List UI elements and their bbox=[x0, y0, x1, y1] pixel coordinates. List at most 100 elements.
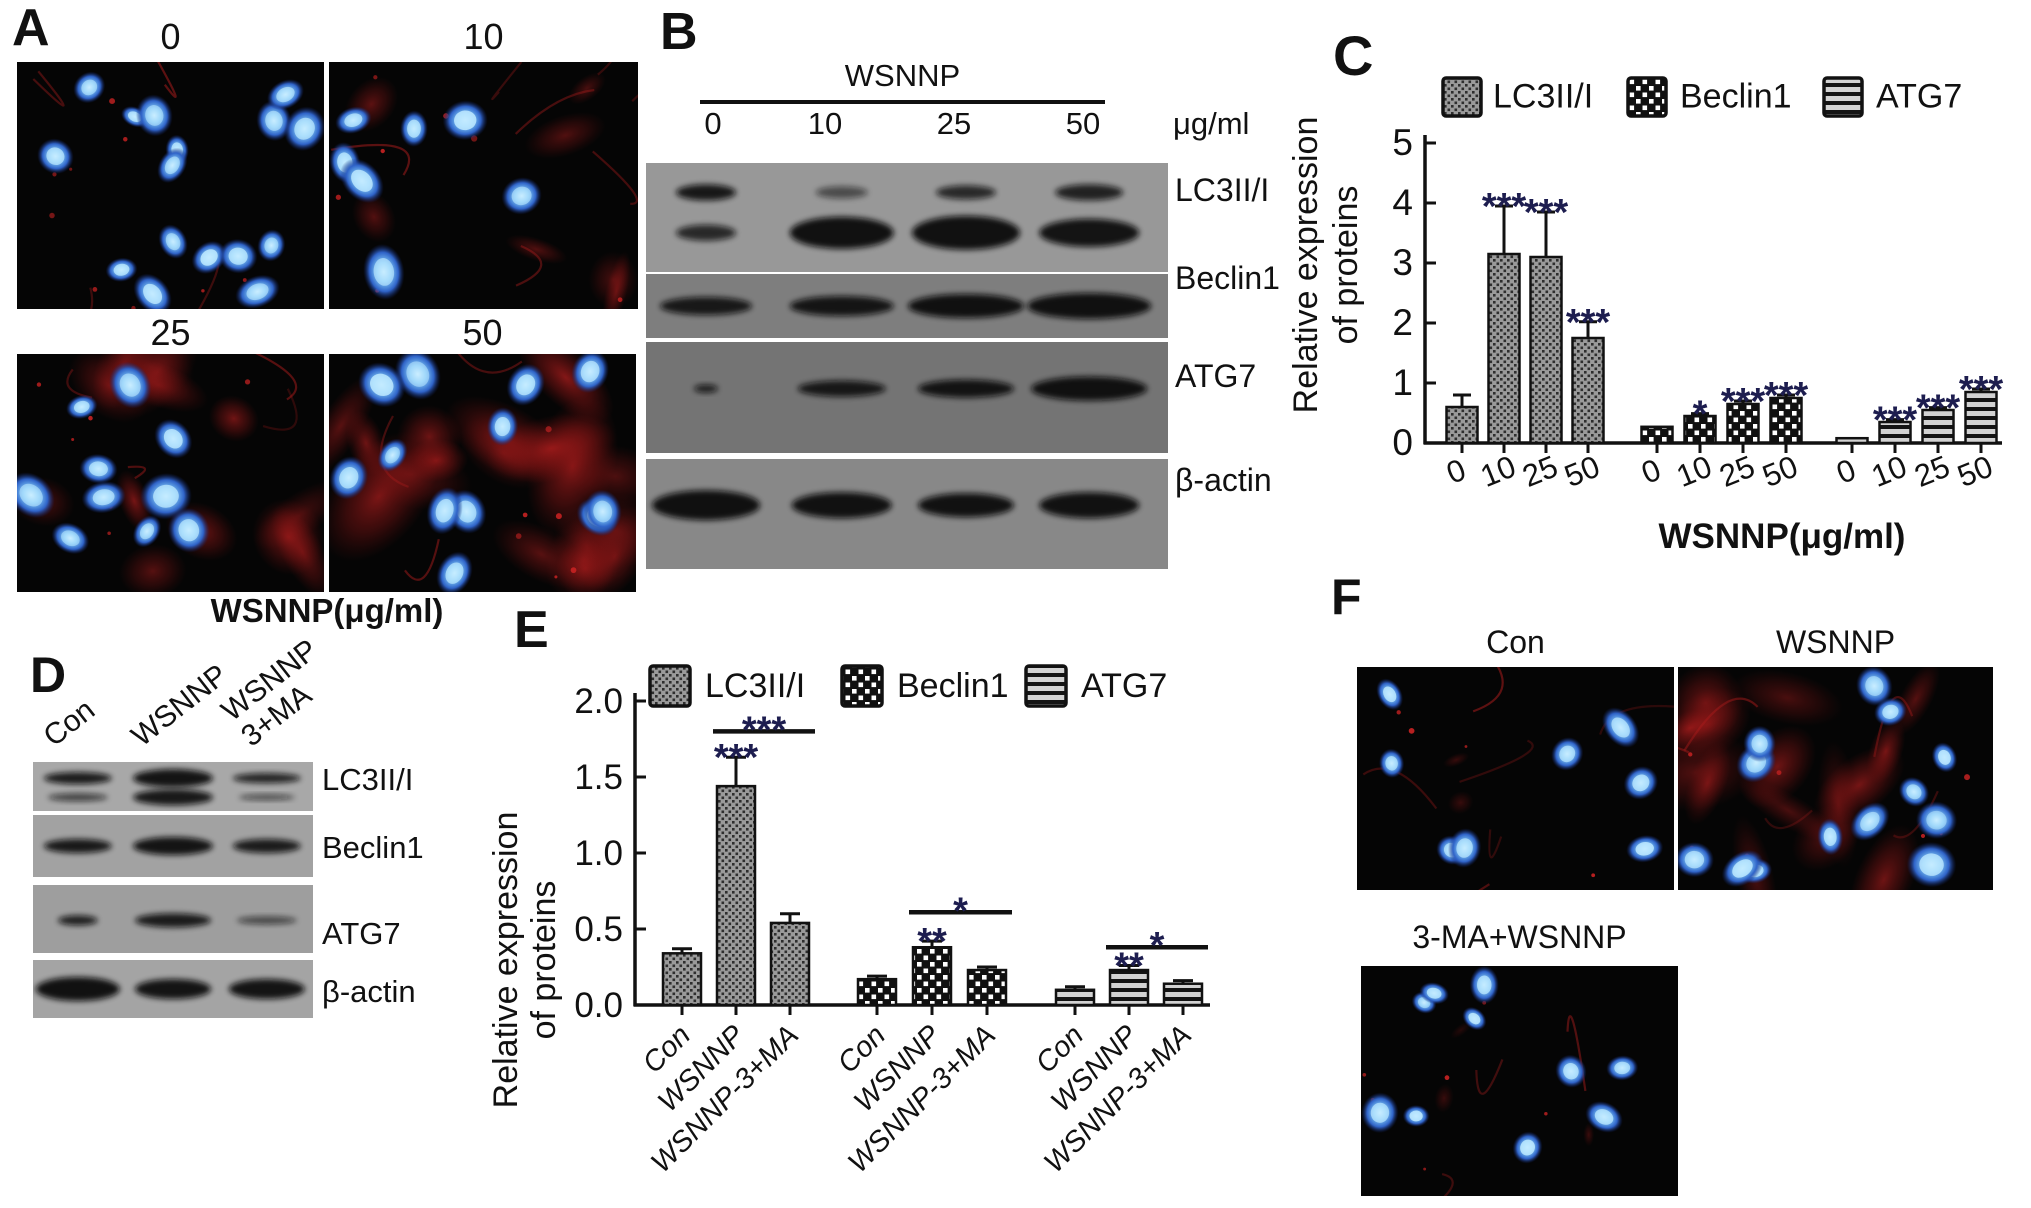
nucleus bbox=[1626, 835, 1664, 863]
fluorescence-image-0 bbox=[17, 62, 324, 309]
fluorescence-image-f-con bbox=[1357, 667, 1674, 890]
nucleus bbox=[167, 507, 210, 553]
blot-band bbox=[236, 916, 297, 925]
blot-band bbox=[789, 216, 894, 249]
panel-d-protein-label-actin: β-actin bbox=[322, 974, 416, 1009]
blot-band bbox=[47, 793, 108, 802]
nucleus bbox=[1915, 801, 1958, 840]
comparison-stars: * bbox=[1150, 925, 1165, 967]
blot-band bbox=[133, 789, 213, 806]
panel-b-protein-label-lc3: LC3II/I bbox=[1175, 172, 1270, 208]
panel-d-protein-label-beclin: Beclin1 bbox=[322, 830, 424, 865]
bar-Beclin1-0 bbox=[1640, 425, 1674, 445]
nucleus bbox=[426, 486, 463, 535]
panel-a-column-label-10: 10 bbox=[463, 16, 504, 57]
blot-band bbox=[57, 915, 98, 926]
y-tick-label: 1 bbox=[1392, 362, 1413, 403]
red-speck bbox=[1544, 1112, 1548, 1116]
red-stain bbox=[208, 395, 259, 442]
nucleus bbox=[157, 147, 188, 184]
comparison-stars: * bbox=[953, 890, 968, 932]
nucleus bbox=[1402, 1105, 1430, 1127]
panel-b-lane-label-25: 25 bbox=[936, 106, 972, 141]
y-tick-label: 3 bbox=[1392, 242, 1413, 283]
significance-stars: *** bbox=[1721, 381, 1766, 423]
bar-Beclin1-25 bbox=[1726, 402, 1760, 445]
red-stain bbox=[116, 470, 153, 532]
panel-a-letter: A bbox=[12, 0, 50, 57]
y-tick-label: 0.5 bbox=[574, 910, 623, 949]
significance-stars: *** bbox=[1959, 369, 2004, 411]
nucleus bbox=[358, 362, 406, 408]
comparison-stars: *** bbox=[742, 709, 787, 751]
red-speck bbox=[554, 575, 558, 579]
blot-band bbox=[135, 913, 211, 928]
red-filament bbox=[127, 465, 146, 480]
red-speck bbox=[88, 415, 93, 421]
nucleus bbox=[1462, 1006, 1487, 1031]
y-tick-label: 1.0 bbox=[574, 834, 623, 873]
blot-band bbox=[1031, 376, 1148, 401]
x-tick-label: 25 bbox=[1518, 449, 1563, 494]
red-speck bbox=[617, 297, 623, 303]
red-filament bbox=[1475, 1059, 1504, 1095]
nucleus bbox=[1817, 818, 1844, 856]
red-speck bbox=[244, 379, 251, 385]
red-speck bbox=[36, 382, 42, 387]
nucleus bbox=[81, 481, 126, 514]
x-tick-label: 0 bbox=[1637, 452, 1666, 491]
bar-ATG7-WSNNP-3+MA bbox=[1162, 982, 1204, 1007]
bar-chart-e: LC3II/I Beclin1 ATG7 0.0 0.5 1.0 1.5 2.0 Relativ… bbox=[487, 664, 1210, 1179]
nucleus bbox=[1898, 776, 1930, 807]
nucleus bbox=[79, 453, 118, 484]
red-speck bbox=[570, 567, 577, 574]
legend-swatch-ATG7 bbox=[1024, 664, 1068, 708]
red-speck bbox=[69, 167, 73, 171]
blot-strip-lc3 bbox=[646, 163, 1168, 272]
nucleus bbox=[51, 522, 90, 555]
red-stain bbox=[1434, 1083, 1454, 1113]
panel-b-lane-label-0: 0 bbox=[704, 106, 722, 141]
significance-stars: *** bbox=[1916, 388, 1961, 430]
red-filament bbox=[1488, 829, 1503, 859]
y-tick-label: 5 bbox=[1392, 122, 1413, 163]
red-stain bbox=[517, 354, 614, 424]
bar-ATG7-0 bbox=[1835, 436, 1869, 445]
x-tick-label: 10 bbox=[1672, 449, 1717, 494]
x-tick-label: 10 bbox=[1867, 449, 1912, 494]
blot-band bbox=[43, 772, 112, 785]
red-filament bbox=[491, 62, 523, 101]
bar-Beclin1-10 bbox=[1683, 414, 1717, 445]
blot-strip-d-beclin bbox=[33, 815, 313, 877]
nucleus bbox=[506, 363, 545, 406]
red-filament bbox=[457, 354, 523, 374]
nucleus bbox=[158, 224, 188, 259]
red-speck bbox=[1964, 774, 1970, 781]
significance-stars: ** bbox=[917, 921, 947, 963]
nucleus bbox=[256, 100, 292, 142]
red-filament bbox=[592, 150, 638, 205]
red-speck bbox=[1464, 745, 1468, 748]
red-stain bbox=[252, 498, 324, 576]
legend-label-LC3II/I: LC3II/I bbox=[1493, 78, 1593, 116]
y-tick-label: 0.0 bbox=[574, 986, 623, 1025]
red-speck bbox=[1362, 1072, 1367, 1077]
nucleus bbox=[1585, 1101, 1623, 1133]
red-stain bbox=[1684, 741, 1731, 825]
x-tick-label: 10 bbox=[1476, 449, 1521, 494]
nucleus bbox=[1931, 742, 1958, 773]
blot-band bbox=[660, 297, 753, 315]
red-speck bbox=[555, 513, 562, 520]
y-axis-title: of proteins bbox=[1327, 186, 1365, 345]
blot-strip-actin bbox=[646, 459, 1168, 569]
blot-band bbox=[43, 839, 112, 853]
nucleus bbox=[17, 472, 55, 519]
red-filament bbox=[32, 70, 65, 107]
red-speck bbox=[1920, 833, 1926, 839]
panel-d-lane-label-wsnnp: WSNNP bbox=[125, 658, 234, 754]
nucleus bbox=[283, 106, 324, 152]
red-speck bbox=[201, 289, 205, 293]
nucleus bbox=[1361, 1092, 1399, 1134]
red-stain bbox=[1447, 791, 1474, 815]
